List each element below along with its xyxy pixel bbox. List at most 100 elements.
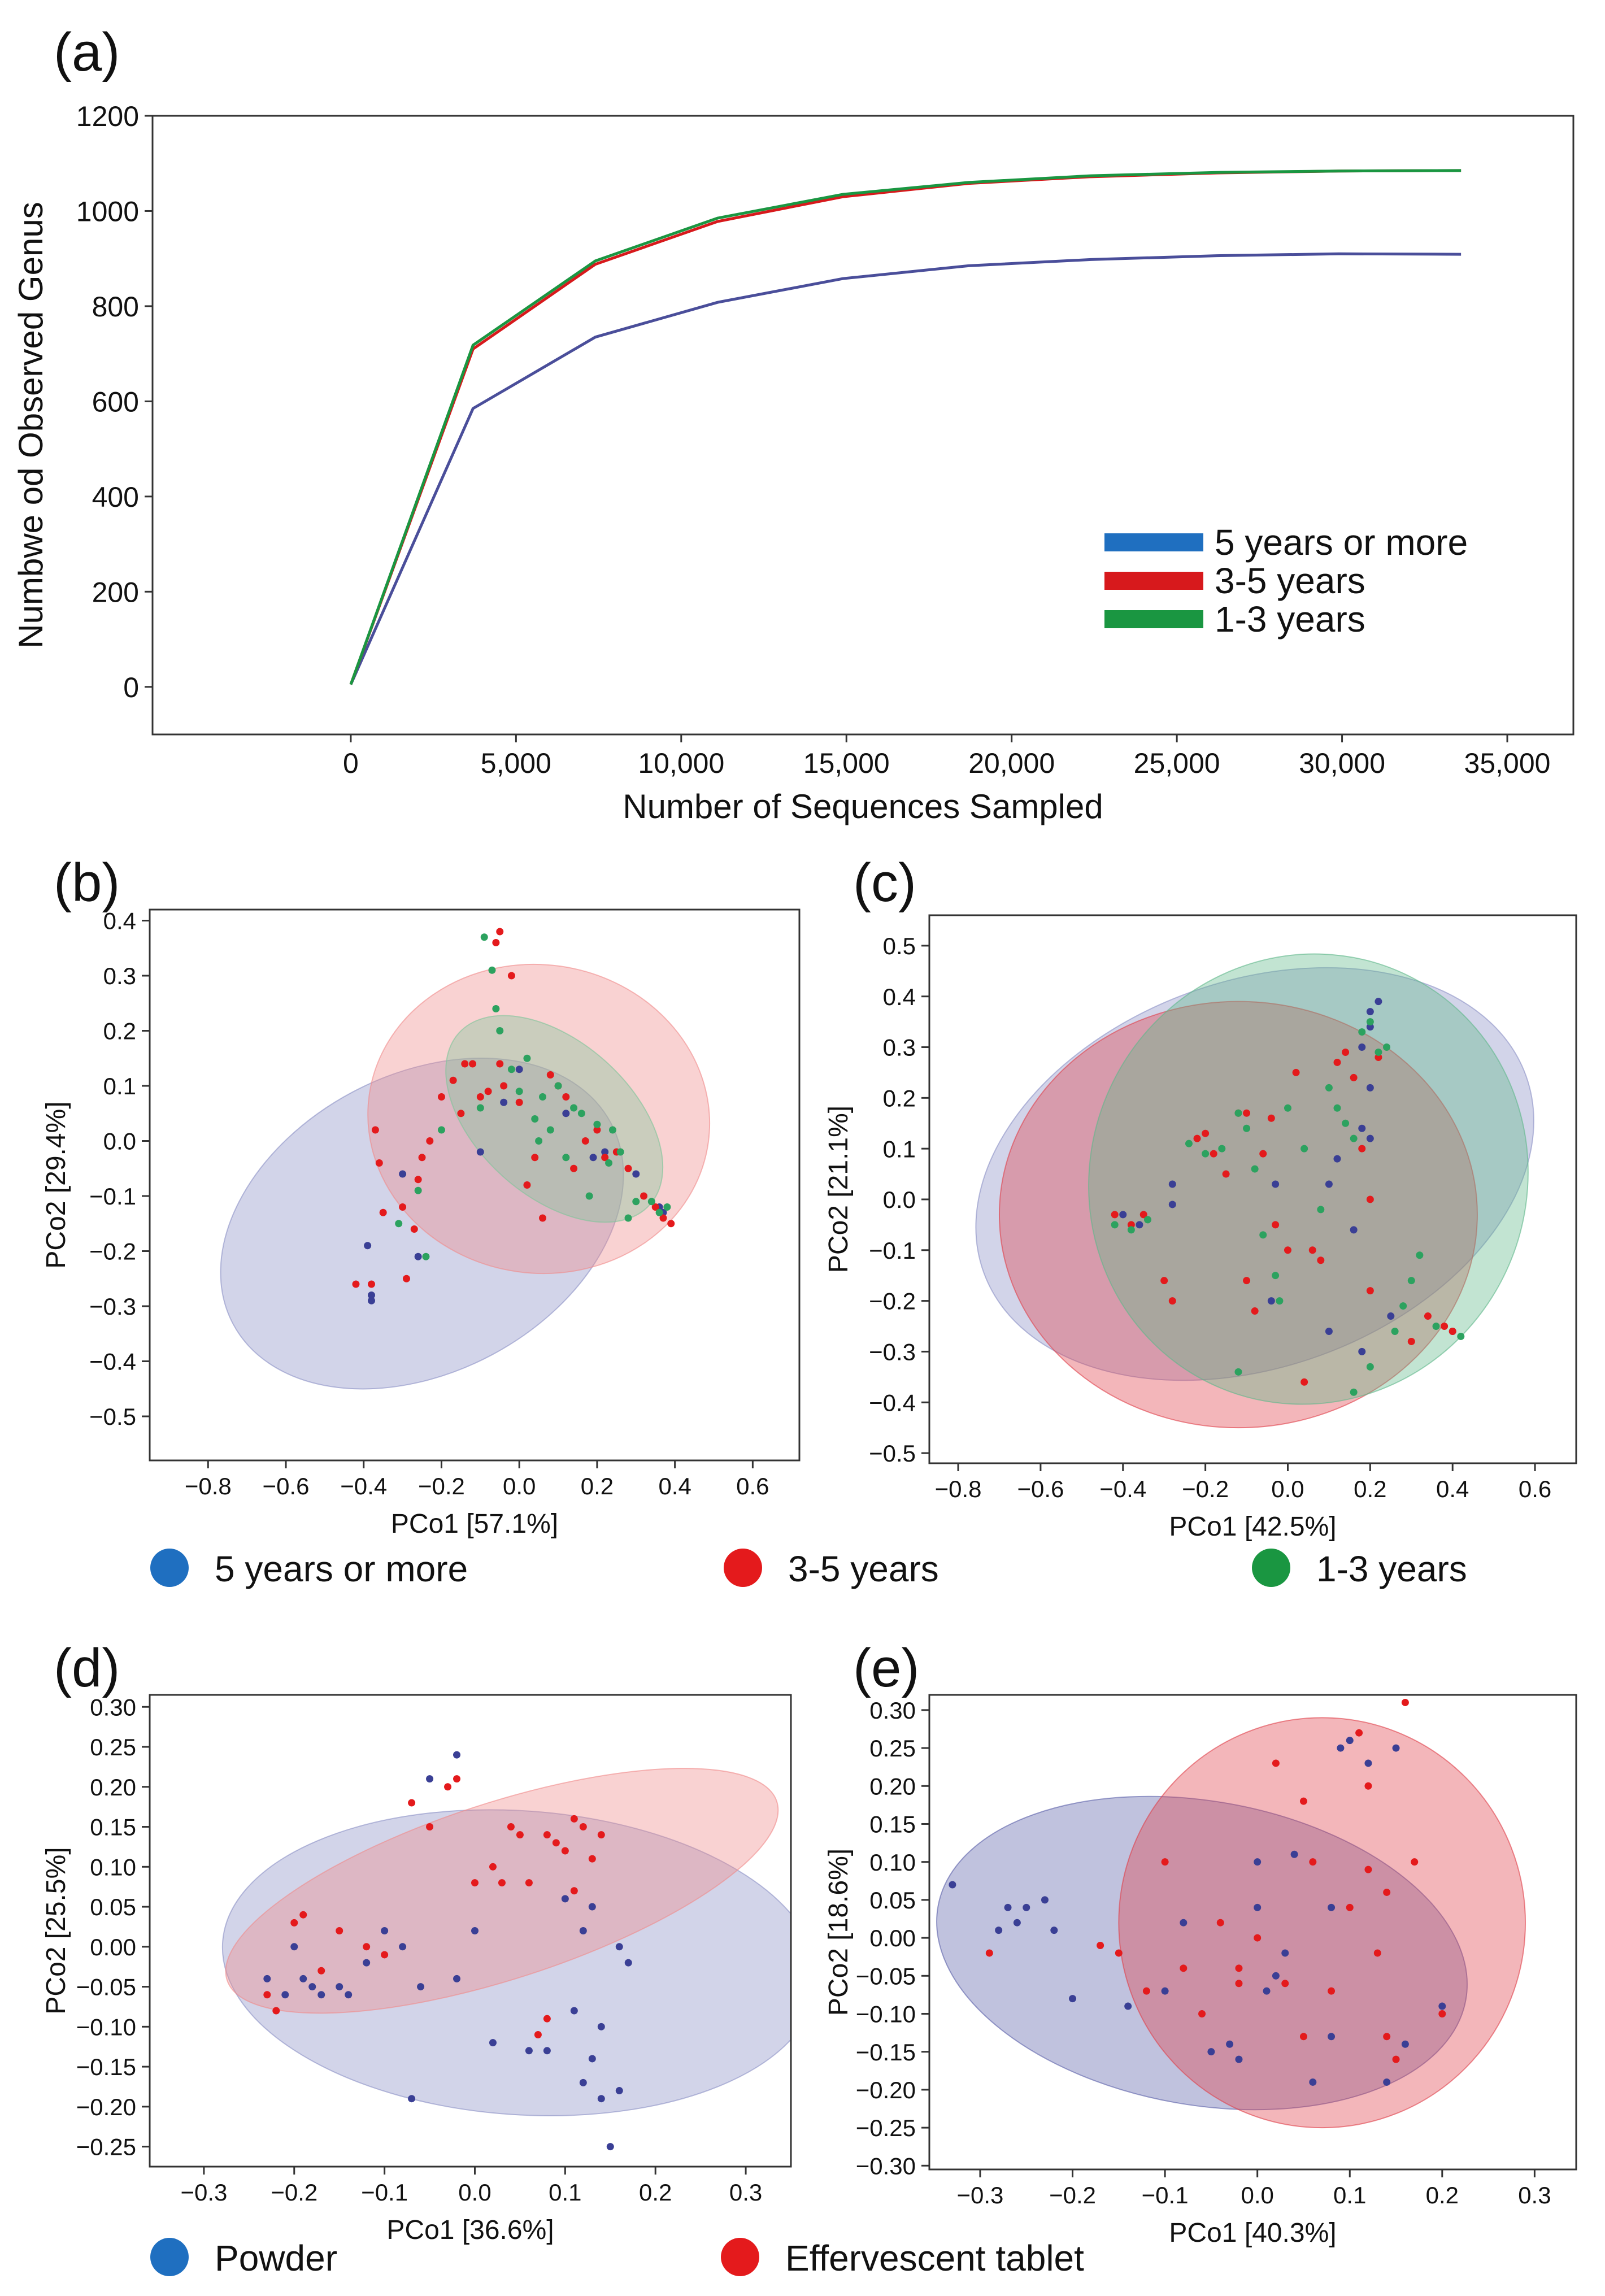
plot-frame	[928, 1694, 1577, 2171]
scatter-point-2	[1300, 1378, 1308, 1386]
scatter-point-2	[457, 1110, 465, 1117]
scatter-point-2	[1350, 1073, 1358, 1081]
legend-dot	[150, 1549, 189, 1587]
scatter-point-2	[1366, 1287, 1374, 1295]
y-tick-label: 0.4	[103, 908, 136, 934]
scatter-point-3	[1366, 1018, 1374, 1026]
scatter-point-2	[352, 1280, 360, 1288]
scatter-point-1	[1387, 1312, 1395, 1320]
x-tick-label: −0.6	[263, 1473, 310, 1499]
scatter-point-1	[1358, 1124, 1366, 1132]
scatter-point-3	[632, 1198, 640, 1206]
scatter-point-3	[1259, 1231, 1267, 1239]
scatter-point-3	[1127, 1226, 1135, 1234]
scatter-point-2	[1251, 1307, 1259, 1315]
scatter-point-1	[290, 1943, 298, 1951]
y-tick-label: 0.15	[869, 1811, 916, 1838]
y-tick-label: 0.10	[90, 1854, 136, 1880]
scatter-point-2	[1299, 2033, 1307, 2041]
x-axis-label: PCo1 [36.6%]	[386, 2215, 554, 2245]
scatter-point-2	[1333, 1058, 1341, 1066]
scatter-point-1	[1267, 1297, 1275, 1305]
scatter-point-2	[1366, 1195, 1374, 1203]
scatter-point-3	[535, 1137, 543, 1145]
scatter-point-1	[1366, 1023, 1374, 1031]
x-tick-label: 0.0	[1241, 2182, 1273, 2208]
x-tick-label: −0.3	[957, 2182, 1004, 2208]
scatter-point-1	[588, 1903, 596, 1911]
scatter-point-1	[1004, 1903, 1012, 1911]
y-axis-label: PCo2 [18.6%]	[824, 1849, 854, 2016]
scatter-point-1	[570, 2007, 578, 2015]
scatter-point-2	[1392, 2055, 1400, 2063]
scatter-point-1	[597, 2095, 605, 2103]
scatter-point-1	[1180, 1919, 1188, 1927]
chart-panel-b: −0.8 −0.6 −0.4 −0.2 0.0 0.2 0.4 0.6 0.4 0.3 0.2 0.1…	[41, 853, 801, 1539]
y-tick-label: 0.2	[103, 1018, 136, 1045]
x-axis-label: PCo1 [40.3%]	[1169, 2218, 1336, 2248]
confidence-ellipse-1	[936, 1795, 1468, 2111]
scatter-point-2	[1115, 1949, 1123, 1957]
confidence-ellipse-3	[1088, 953, 1529, 1405]
scatter-point-3	[585, 1192, 593, 1200]
chart-panel-d: −0.3 −0.2 −0.1 0.0 0.1 0.2 0.3 0.30 0.25 0.20 0.15…	[41, 1638, 792, 2245]
scatter-point-2	[507, 972, 515, 980]
y-tick-label: −0.25	[76, 2134, 136, 2160]
scatter-point-2	[1358, 1145, 1366, 1153]
scatter-point-1	[562, 1110, 570, 1117]
scatter-point-2	[1401, 1698, 1409, 1706]
legend-label: 3-5 years	[1215, 560, 1365, 601]
x-tick-label: 0.2	[1426, 2182, 1459, 2208]
y-tick-label: −0.5	[89, 1403, 136, 1430]
scatter-point-2	[1309, 1858, 1317, 1866]
scatter-point-2	[1168, 1297, 1176, 1305]
y-tick-label: −0.05	[856, 1963, 916, 1989]
scatter-point-2	[1216, 1919, 1224, 1927]
scatter-point-3	[1416, 1251, 1424, 1259]
scatter-point-3	[1432, 1323, 1440, 1330]
scatter-point-1	[1235, 2055, 1243, 2063]
scatter-point-3	[395, 1220, 403, 1228]
scatter-point-1	[1207, 2048, 1215, 2056]
scatter-point-1	[363, 1959, 371, 1967]
series-line-1	[349, 252, 1462, 685]
scatter-point-1	[299, 1975, 307, 1982]
scatter-point-1	[1161, 1987, 1169, 1995]
scatter-point-2	[1161, 1858, 1169, 1866]
scatter-point-2	[562, 1093, 570, 1101]
panel-label: (e)	[853, 1638, 919, 1698]
scatter-point-2	[444, 1783, 452, 1791]
plot-area	[936, 1698, 1526, 2129]
scatter-point-3	[1366, 1363, 1374, 1371]
legend-bc: 5 years or more 3-5 years 1-3 years	[150, 1549, 1467, 1589]
scatter-point-2	[1243, 1109, 1251, 1117]
scatter-point-1	[1337, 1744, 1345, 1752]
scatter-point-1	[345, 1991, 353, 1999]
scatter-point-1	[1366, 1134, 1374, 1142]
scatter-point-1	[500, 1098, 508, 1106]
scatter-point-3	[1375, 1049, 1382, 1056]
y-tick-label: 400	[92, 481, 139, 513]
scatter-point-1	[308, 1983, 316, 1991]
scatter-point-2	[1097, 1942, 1104, 1950]
scatter-point-2	[418, 1154, 426, 1162]
plot-frame	[928, 914, 1577, 1464]
scatter-point-2	[531, 1154, 539, 1162]
y-tick-label: 0.00	[90, 1934, 136, 1960]
scatter-point-1	[1168, 1180, 1176, 1188]
y-tick-label: 0.1	[883, 1136, 916, 1162]
y-tick-label: −0.05	[76, 1974, 136, 2001]
scatter-point-2	[1160, 1277, 1168, 1285]
scatter-point-2	[399, 1203, 407, 1211]
scatter-point-2	[263, 1991, 271, 1999]
y-tick-label: −0.4	[89, 1349, 136, 1375]
scatter-point-1	[414, 1253, 422, 1260]
scatter-point-2	[1281, 1980, 1289, 1988]
scatter-point-3	[1350, 1134, 1358, 1142]
scatter-point-1	[1383, 2078, 1391, 2086]
scatter-point-3	[488, 966, 496, 974]
scatter-point-1	[1392, 1744, 1400, 1752]
scatter-point-2	[1328, 1987, 1336, 1995]
scatter-point-2	[1317, 1256, 1325, 1264]
scatter-point-2	[484, 1088, 492, 1095]
